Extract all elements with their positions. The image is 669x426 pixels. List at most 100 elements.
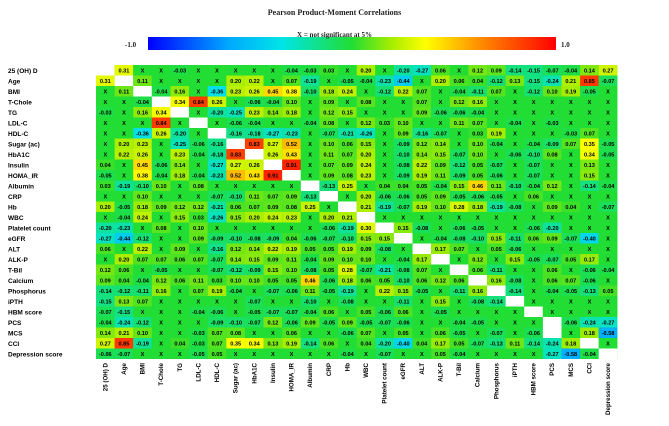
heatmap-cell: [133, 96, 152, 107]
cell-value-label: 0.45: [137, 163, 148, 169]
colorbar-max-label: 1.0: [561, 41, 570, 49]
cell-value-label: -0.04: [527, 184, 541, 190]
heatmap-cell: [189, 138, 208, 149]
column-label: Calcium: [475, 363, 482, 388]
heatmap-cell: [412, 243, 432, 254]
heatmap-cell: [561, 201, 581, 212]
heatmap-cell: [338, 306, 357, 317]
cell-value-label: 0.12: [230, 247, 241, 253]
heatmap-cell: [189, 264, 208, 275]
cell-value-label: -0.07: [546, 69, 559, 75]
cell-value-label: -0.04: [434, 184, 448, 190]
heatmap-cell: [542, 348, 562, 359]
cell-value-label: -0.04: [527, 142, 541, 148]
cell-value-label: 0.07: [361, 331, 372, 337]
heatmap-cell: [393, 138, 413, 149]
heatmap-cell: [468, 338, 488, 349]
cell-value-label: 0.91: [286, 163, 297, 169]
heatmap-cell: [114, 317, 134, 328]
heatmap-cell: [449, 191, 469, 202]
cell-value-label: 0.06: [286, 331, 297, 337]
heatmap-cell: [226, 296, 245, 307]
cell-value-label: -0.06: [304, 237, 317, 243]
cell-value-label: X: [141, 268, 145, 274]
cell-value-label: X: [141, 310, 145, 316]
cell-value-label: 0.15: [398, 289, 409, 295]
heatmap-cell: [356, 222, 376, 233]
heatmap-cell: [151, 96, 171, 107]
cell-value-label: -0.26: [360, 132, 373, 138]
heatmap-cell: [300, 317, 320, 328]
heatmap-cell: [412, 96, 432, 107]
heatmap-cell: [487, 285, 506, 296]
heatmap-cell: [487, 128, 506, 139]
heatmap-cell: [393, 243, 413, 254]
cell-value-label: 0.04: [118, 279, 130, 285]
heatmap-cell: [524, 170, 543, 181]
heatmap-cell: [96, 75, 115, 86]
heatmap-cell: [189, 254, 208, 265]
heatmap-cell: [505, 170, 525, 181]
cell-value-label: 0.23: [286, 216, 297, 222]
heatmap-cell: [449, 170, 469, 181]
cell-value-label: 0.06: [454, 279, 465, 285]
column-label: HbA1C: [251, 362, 258, 383]
heatmap-cell: [244, 170, 264, 181]
heatmap-cell: [561, 65, 581, 76]
column-label: WBC: [363, 362, 370, 377]
cell-value-label: X: [234, 300, 238, 306]
cell-value-label: X: [588, 216, 592, 222]
heatmap-cell: [207, 75, 227, 86]
heatmap-cell: [319, 348, 339, 359]
cell-value-label: X: [271, 69, 275, 75]
heatmap-cell: [207, 275, 227, 286]
cell-value-label: X: [420, 237, 424, 243]
heatmap-cell: [375, 149, 394, 160]
cell-value-label: 0.27: [603, 69, 614, 75]
cell-value-label: -0.15: [527, 69, 540, 75]
cell-value-label: X: [513, 142, 517, 148]
cell-value-label: -0.06: [99, 352, 112, 358]
cell-value-label: X: [122, 100, 126, 106]
cell-value-label: -0.06: [509, 153, 522, 159]
heatmap-cell: [487, 159, 506, 170]
heatmap-cell: [598, 149, 618, 160]
cell-value-label: 0.11: [119, 90, 130, 96]
cell-value-label: X: [588, 121, 592, 127]
heatmap-cell: [151, 180, 171, 191]
heatmap-cell: [487, 117, 506, 128]
heatmap-cell: [375, 327, 394, 338]
cell-value-label: -0.04: [471, 111, 485, 117]
heatmap-cell: [449, 86, 469, 97]
heatmap-cell: [412, 86, 432, 97]
heatmap-cell: [561, 75, 581, 86]
heatmap-cell: [580, 159, 599, 170]
cell-value-label: -0.05: [453, 195, 466, 201]
cell-value-label: X: [308, 163, 312, 169]
heatmap-cell: [598, 201, 618, 212]
cell-value-label: 0.10: [398, 121, 409, 127]
cell-value-label: -0.27: [546, 352, 559, 358]
cell-value-label: X: [383, 132, 387, 138]
cell-value-label: X: [532, 352, 536, 358]
cell-value-label: -0.04: [267, 100, 281, 106]
row-label: Phosphorus: [8, 288, 46, 295]
heatmap-cell: [170, 75, 190, 86]
heatmap-cell: [375, 159, 394, 170]
heatmap-cell: [375, 317, 394, 328]
heatmap-cell: [393, 338, 413, 349]
heatmap-cell: [542, 128, 562, 139]
heatmap-cell: [561, 348, 581, 359]
cell-value-label: -0.10: [229, 321, 242, 327]
heatmap-cell: [338, 149, 357, 160]
heatmap-cell: [598, 254, 618, 265]
heatmap-cell: [561, 243, 581, 254]
cell-value-label: 0.07: [137, 300, 148, 306]
cell-value-label: 0.06: [230, 205, 241, 211]
heatmap-cell: [133, 138, 152, 149]
cell-value-label: X: [606, 121, 610, 127]
cell-value-label: X: [532, 300, 536, 306]
heatmap-cell: [170, 233, 190, 244]
heatmap-cell: [598, 243, 618, 254]
heatmap-cell: [412, 170, 432, 181]
